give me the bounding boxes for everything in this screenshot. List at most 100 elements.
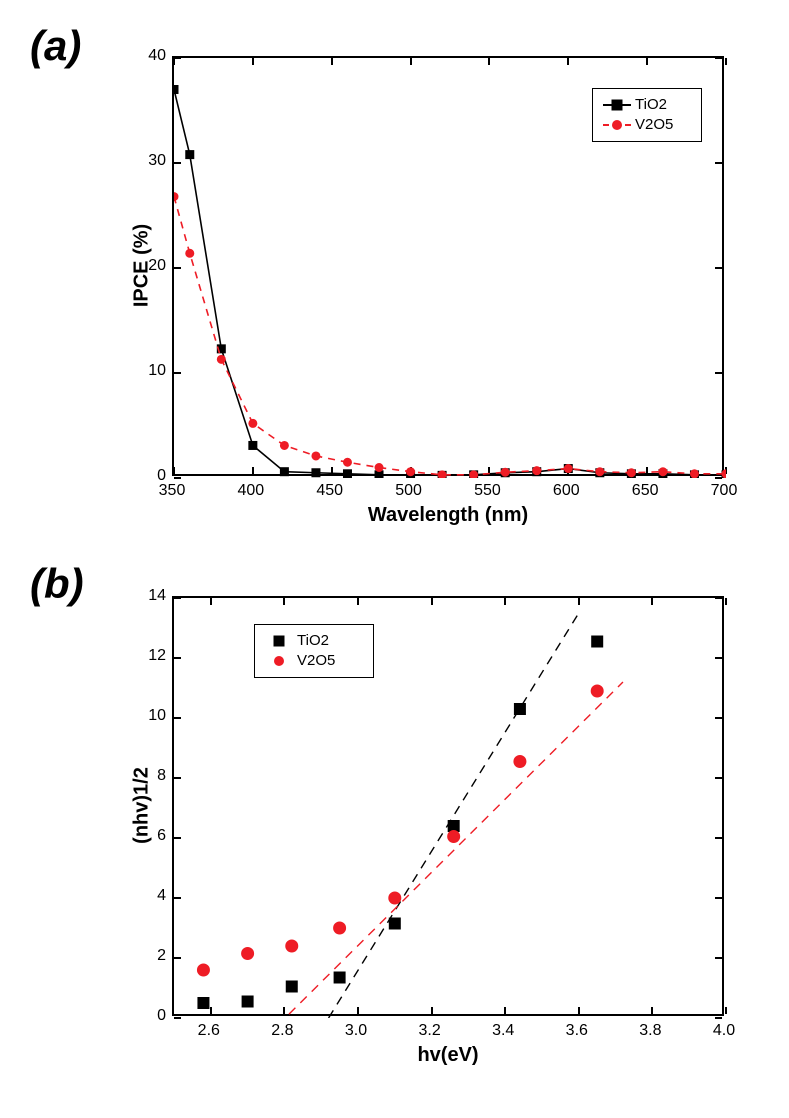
y-tick-label: 8	[136, 767, 166, 785]
y-tick	[174, 777, 181, 779]
data-marker	[334, 972, 345, 983]
x-tick-label: 2.6	[198, 1022, 220, 1040]
x-tick	[725, 598, 727, 605]
chart-a-x-axis-label: Wavelength (nm)	[172, 504, 724, 527]
data-marker	[186, 249, 194, 257]
legend-item: V2O5	[603, 115, 691, 135]
x-tick	[504, 1007, 506, 1014]
x-tick	[331, 58, 333, 65]
data-marker	[533, 468, 541, 476]
y-tick-label: 14	[136, 587, 166, 605]
circle-icon	[274, 656, 284, 666]
data-marker	[389, 918, 400, 929]
data-marker	[375, 471, 383, 478]
y-tick	[174, 477, 181, 479]
data-marker	[533, 467, 541, 475]
series-line	[174, 90, 726, 476]
x-tick	[567, 467, 569, 474]
y-tick	[715, 897, 722, 899]
y-tick	[174, 267, 181, 269]
x-tick	[578, 598, 580, 605]
legend-label: V2O5	[297, 651, 335, 671]
data-marker	[375, 464, 383, 472]
y-tick	[715, 597, 722, 599]
data-marker	[514, 756, 526, 768]
data-marker	[470, 471, 478, 478]
data-marker	[659, 470, 667, 478]
x-tick	[410, 58, 412, 65]
fit-line	[255, 682, 623, 1018]
y-tick	[174, 57, 181, 59]
data-marker	[501, 468, 509, 476]
x-tick-label: 600	[553, 482, 580, 500]
x-tick-label: 3.6	[566, 1022, 588, 1040]
x-tick-label: 700	[711, 482, 738, 500]
legend-item: TiO2	[265, 631, 363, 651]
data-marker	[501, 469, 509, 477]
legend-symbol	[603, 118, 631, 132]
data-marker	[592, 636, 603, 647]
x-tick-label: 3.8	[639, 1022, 661, 1040]
data-marker	[198, 998, 209, 1009]
data-marker	[514, 704, 525, 715]
legend: TiO2V2O5	[254, 624, 374, 678]
y-tick	[715, 162, 722, 164]
data-marker	[186, 151, 194, 159]
x-tick	[651, 1007, 653, 1014]
x-tick	[725, 467, 727, 474]
y-tick-label: 4	[136, 887, 166, 905]
panel-b-label: (b)	[30, 560, 84, 608]
x-tick	[567, 58, 569, 65]
x-tick	[210, 598, 212, 605]
x-tick	[488, 58, 490, 65]
x-tick-label: 550	[474, 482, 501, 500]
data-marker	[343, 458, 351, 466]
y-tick	[715, 957, 722, 959]
y-tick-label: 2	[136, 947, 166, 965]
x-tick	[173, 467, 175, 474]
x-tick	[725, 58, 727, 65]
data-marker	[343, 470, 351, 478]
legend-symbol	[265, 634, 293, 648]
data-marker	[280, 468, 288, 476]
data-marker	[312, 469, 320, 477]
data-marker	[217, 345, 225, 353]
x-tick	[410, 467, 412, 474]
chart-b-x-axis-label: hv(eV)	[172, 1044, 724, 1067]
x-tick	[357, 598, 359, 605]
y-tick	[715, 1017, 722, 1019]
x-tick	[488, 467, 490, 474]
data-marker	[217, 355, 225, 363]
chart-b: TiO2V2O5	[172, 596, 724, 1016]
y-tick-label: 30	[136, 152, 166, 170]
x-tick	[725, 1007, 727, 1014]
data-marker	[591, 685, 603, 697]
data-marker	[286, 981, 297, 992]
x-tick	[331, 467, 333, 474]
y-tick-label: 10	[136, 362, 166, 380]
x-tick	[283, 598, 285, 605]
y-tick-label: 0	[136, 1007, 166, 1025]
y-tick	[715, 717, 722, 719]
data-marker	[659, 468, 667, 476]
data-marker	[197, 964, 209, 976]
legend-item: TiO2	[603, 95, 691, 115]
x-tick-label: 3.0	[345, 1022, 367, 1040]
y-tick	[715, 837, 722, 839]
series-line	[174, 197, 726, 475]
y-tick-label: 12	[136, 647, 166, 665]
data-marker	[690, 470, 698, 478]
y-tick	[715, 372, 722, 374]
x-tick-label: 4.0	[713, 1022, 735, 1040]
x-tick-label: 2.8	[271, 1022, 293, 1040]
chart-a: TiO2V2O5	[172, 56, 724, 476]
x-tick	[252, 58, 254, 65]
chart-b-y-axis-label: (nhv)1/2	[131, 726, 154, 886]
y-tick	[715, 477, 722, 479]
data-marker	[389, 892, 401, 904]
data-marker	[448, 821, 459, 832]
x-tick	[252, 467, 254, 474]
data-marker	[627, 470, 635, 478]
data-marker	[249, 419, 257, 427]
data-marker	[280, 441, 288, 449]
